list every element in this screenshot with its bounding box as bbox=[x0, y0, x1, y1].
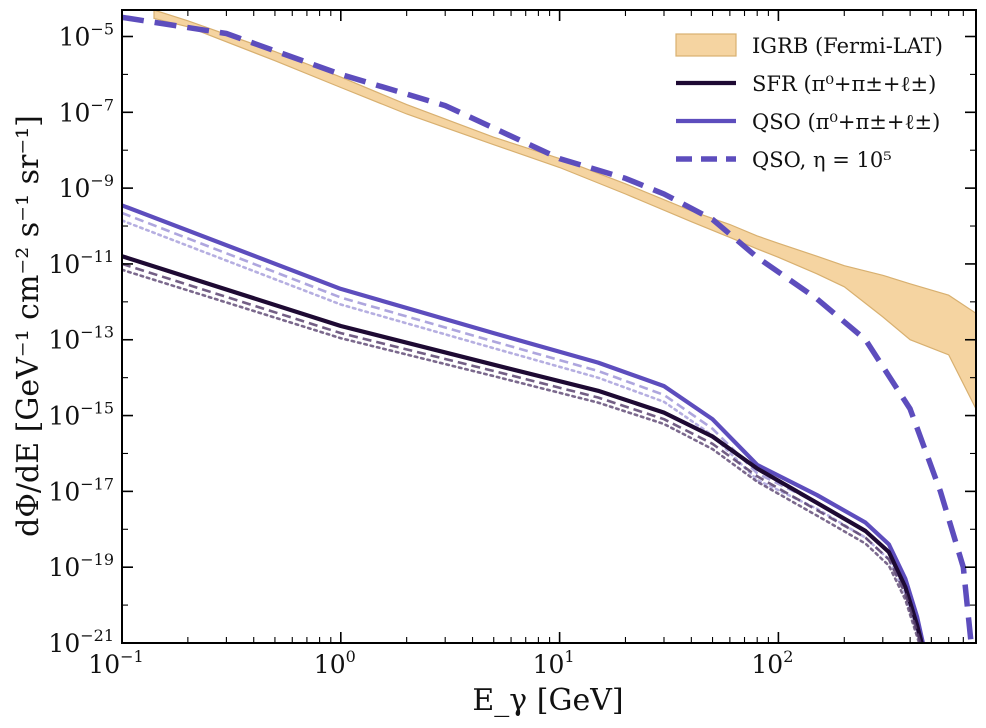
series-line-1 bbox=[122, 211, 923, 643]
series-line-3 bbox=[122, 254, 924, 643]
series-line-2 bbox=[122, 219, 922, 643]
x-tick-label: 102 bbox=[751, 647, 793, 679]
tick-layer: 10−1 100 101 102 10−21 10−19 10−17 10−15 10−13 10… bbox=[48, 10, 977, 679]
legend: IGRB (Fermi-LAT) SFR (π⁰+π±+ℓ±) QSO (π⁰+π±… bbox=[675, 33, 943, 172]
y-tick-label: 10−7 bbox=[59, 95, 114, 127]
legend-item: QSO, η = 10⁵ bbox=[676, 148, 892, 172]
y-axis-title: dΦ/dE [GeV⁻¹ cm⁻² s⁻¹ sr⁻¹] bbox=[11, 115, 46, 537]
x-tick-label: 10−1 bbox=[88, 647, 143, 679]
series-line-6 bbox=[122, 14, 974, 643]
y-tick-label: 10−21 bbox=[48, 626, 114, 658]
y-tick-label: 10−9 bbox=[59, 171, 114, 203]
x-axis-title: E_γ [GeV] bbox=[472, 683, 623, 718]
y-tick-label: 10−19 bbox=[48, 550, 114, 582]
series-line-4 bbox=[122, 262, 922, 643]
series-line-5 bbox=[122, 268, 921, 643]
y-tick-label: 10−13 bbox=[48, 323, 114, 355]
legend-label: IGRB (Fermi-LAT) bbox=[752, 34, 943, 58]
plot-area: 10−1 100 101 102 10−21 10−19 10−17 10−15 10−13 10… bbox=[48, 9, 977, 679]
x-tick-label: 100 bbox=[314, 647, 356, 679]
legend-item: QSO (π⁰+π±+ℓ±) bbox=[676, 110, 940, 134]
y-tick-label: 10−11 bbox=[48, 247, 114, 279]
x-tick-label: 101 bbox=[533, 647, 575, 679]
legend-label: QSO (π⁰+π±+ℓ±) bbox=[752, 110, 940, 134]
legend-item: SFR (π⁰+π±+ℓ±) bbox=[676, 72, 936, 96]
y-tick-label: 10−5 bbox=[59, 19, 114, 51]
igrb-band bbox=[153, 10, 976, 410]
y-tick-label: 10−15 bbox=[48, 399, 114, 431]
band-layer bbox=[153, 10, 976, 410]
legend-swatch-band bbox=[675, 33, 737, 57]
plot-frame bbox=[121, 9, 977, 644]
legend-label: SFR (π⁰+π±+ℓ±) bbox=[752, 72, 936, 96]
y-tick-label: 10−17 bbox=[48, 474, 114, 506]
series-layer bbox=[122, 14, 974, 643]
series-line-0 bbox=[122, 203, 926, 643]
legend-item: IGRB (Fermi-LAT) bbox=[675, 33, 943, 58]
legend-label: QSO, η = 10⁵ bbox=[752, 148, 892, 172]
